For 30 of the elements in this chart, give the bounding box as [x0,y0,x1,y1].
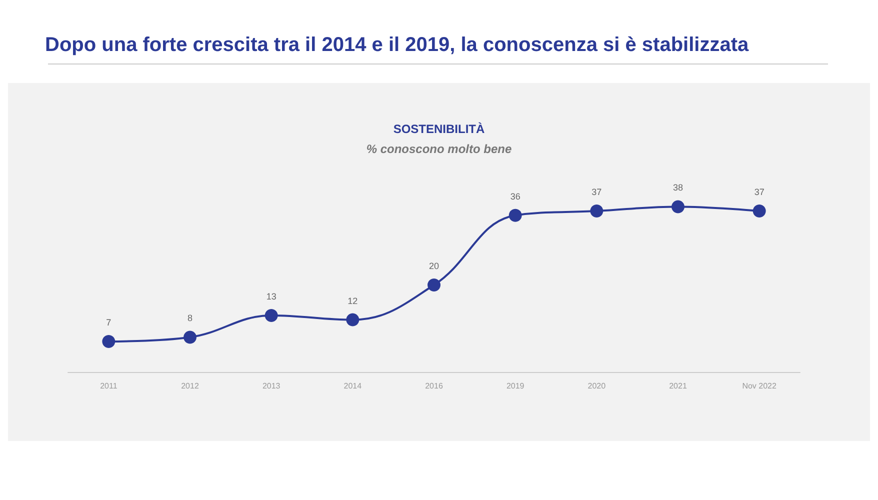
x-tick-label: 2013 [262,382,281,390]
data-label: 12 [348,296,358,306]
data-label: 37 [754,187,764,198]
data-label: 37 [592,187,602,198]
chart-subtitle: SOSTENIBILITÀ [393,122,485,136]
x-tick-label: 2020 [588,382,606,390]
data-label: 38 [672,182,684,193]
point [672,200,684,214]
point [264,308,278,322]
data-label: 7 [106,318,112,328]
x-tick-label: 2011 [100,382,118,390]
data-label: 20 [428,261,440,271]
y-axis-title: % conoscono molto bene [366,142,512,156]
x-tick-label: 2014 [344,382,362,390]
point [590,204,604,218]
data-label: 8 [187,313,193,324]
point [752,204,766,218]
x-tick-label: 2012 [181,382,200,390]
chart-title: Dopo una forte crescita tra il 2014 e il 2019, la conoscenza si è stabilizzata [45,34,750,56]
point [428,278,440,292]
data-label: 13 [266,291,276,302]
point [346,313,360,326]
x-tick-label: 2019 [506,382,525,390]
data-label: 36 [510,191,520,202]
x-tick-label: 2021 [669,382,688,390]
x-tick-label: 2016 [425,382,444,390]
point [508,208,522,222]
point [184,330,196,344]
x-tick-label: Nov 2022 [742,382,778,390]
point [102,335,116,348]
